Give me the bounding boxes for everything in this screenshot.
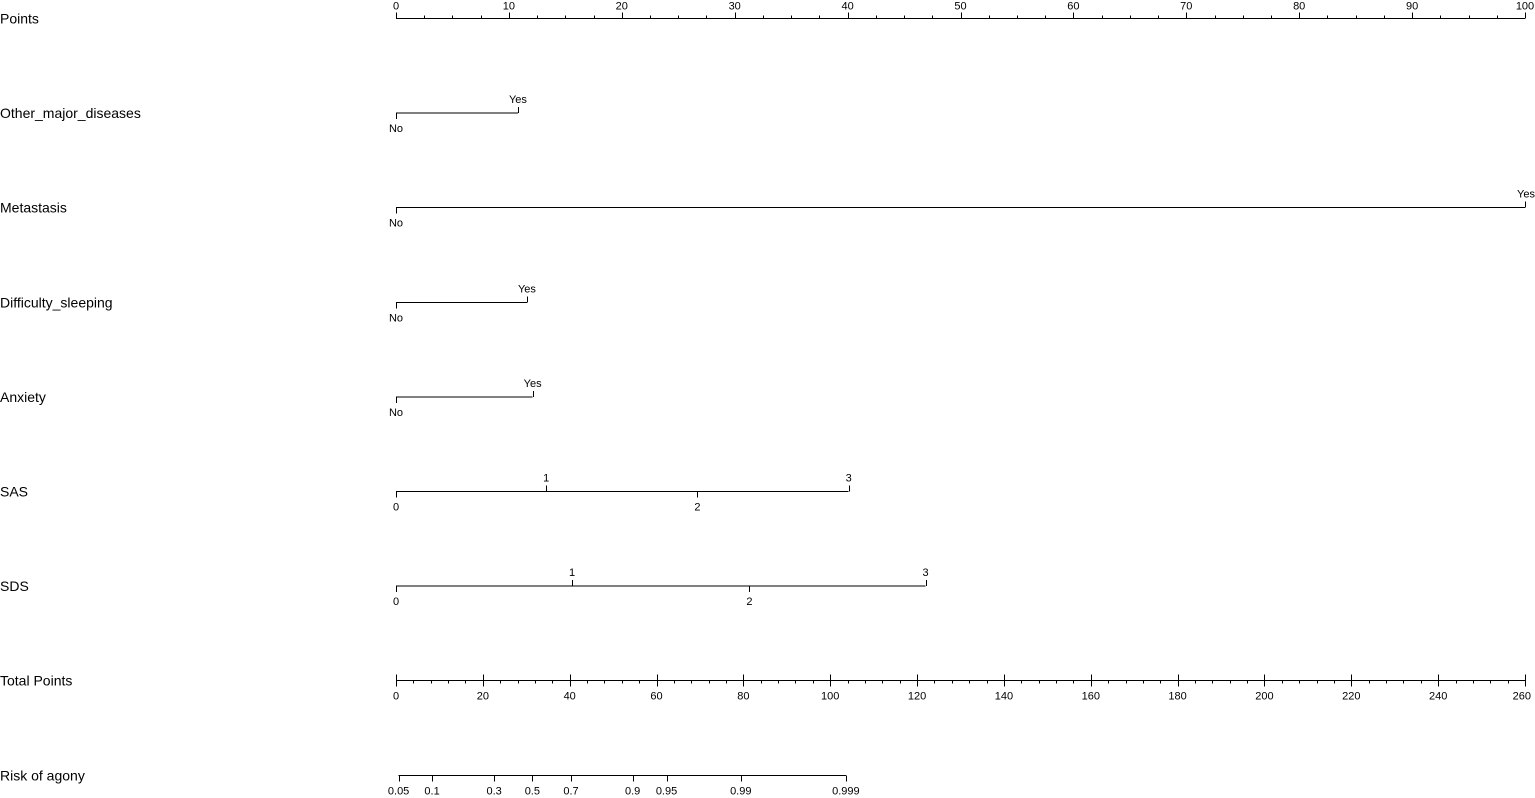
risk-tick-label: 0.99: [730, 785, 751, 797]
variable-row-label: Other_major_diseases: [0, 105, 141, 121]
variable-level-label: Yes: [518, 283, 536, 295]
risk-tick-label: 0.05: [388, 785, 409, 797]
variable-row-label: SAS: [0, 484, 28, 500]
total-points-tick-label: 20: [477, 691, 489, 703]
total-points-tick-label: 240: [1429, 691, 1447, 703]
risk-tick-label: 0.7: [563, 785, 578, 797]
variable-level-label: No: [389, 218, 403, 230]
variable-row-label: Difficulty_sleeping: [0, 294, 113, 310]
variable-level-label: 2: [746, 596, 752, 608]
risk-tick-label: 0.5: [525, 785, 540, 797]
variable-level-label: Yes: [509, 94, 527, 106]
points-tick-label: 10: [503, 1, 515, 13]
points-tick-label: 70: [1180, 1, 1192, 13]
total-points-tick-label: 0: [393, 691, 399, 703]
total-points-tick-label: 220: [1342, 691, 1360, 703]
total-points-tick-label: 40: [564, 691, 576, 703]
variable-level-label: No: [389, 312, 403, 324]
risk-row-label: Risk of agony: [0, 767, 85, 783]
variable-level-label: 3: [922, 567, 928, 579]
points-tick-label: 80: [1293, 1, 1305, 13]
total-points-tick-label: 80: [737, 691, 749, 703]
points-row-label: Points: [0, 11, 39, 27]
total-points-tick-label: 100: [821, 691, 839, 703]
points-tick-label: 40: [841, 1, 853, 13]
points-tick-label: 60: [1067, 1, 1079, 13]
variable-row-label: Anxiety: [0, 389, 46, 405]
risk-tick-label: 0.1: [424, 785, 439, 797]
risk-tick-label: 0.999: [832, 785, 860, 797]
points-tick-label: 0: [393, 1, 399, 13]
total-points-row-label: Total Points: [0, 673, 72, 689]
points-tick-label: 100: [1516, 1, 1534, 13]
variable-level-label: 1: [543, 473, 549, 485]
variable-row-label: Metastasis: [0, 200, 67, 216]
risk-tick-label: 0.9: [625, 785, 640, 797]
variable-level-label: No: [389, 407, 403, 419]
variable-row-label: SDS: [0, 578, 29, 594]
points-tick-label: 30: [729, 1, 741, 13]
total-points-tick-label: 180: [1168, 691, 1186, 703]
variable-level-label: 2: [694, 502, 700, 514]
points-tick-label: 50: [954, 1, 966, 13]
total-points-tick-label: 120: [908, 691, 926, 703]
risk-tick-label: 0.95: [656, 785, 677, 797]
variable-level-label: Yes: [524, 378, 542, 390]
total-points-tick-label: 260: [1513, 691, 1531, 703]
variable-level-label: Yes: [1517, 189, 1535, 201]
variable-level-label: 0: [393, 502, 399, 514]
variable-level-label: 1: [569, 567, 575, 579]
variable-level-label: No: [389, 123, 403, 135]
total-points-tick-label: 60: [650, 691, 662, 703]
points-tick-label: 20: [616, 1, 628, 13]
total-points-tick-label: 140: [995, 691, 1013, 703]
total-points-tick-label: 160: [1082, 691, 1100, 703]
variable-level-label: 0: [393, 596, 399, 608]
risk-tick-label: 0.3: [486, 785, 501, 797]
total-points-tick-label: 200: [1255, 691, 1273, 703]
points-tick-label: 90: [1406, 1, 1418, 13]
variable-level-label: 3: [846, 473, 852, 485]
